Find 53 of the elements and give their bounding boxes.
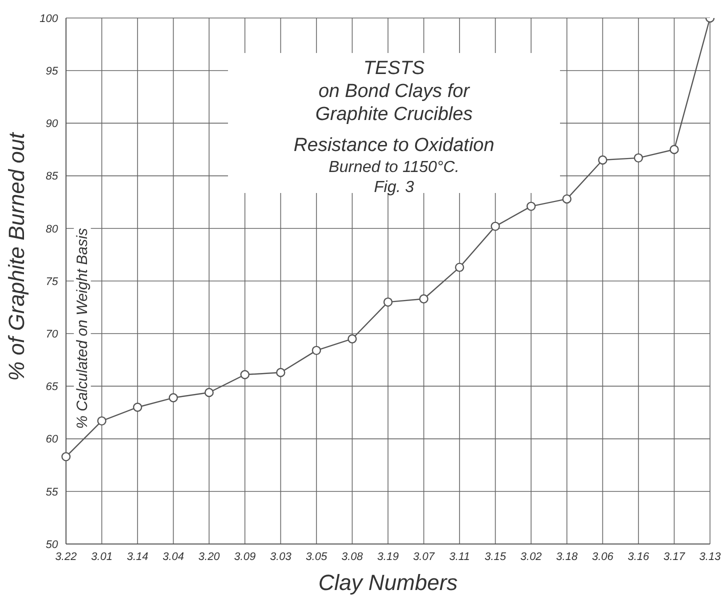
x-axis-title: Clay Numbers [318,570,458,595]
x-tick-label: 3.03 [270,550,292,563]
x-tick-label: 3.01 [91,550,112,563]
y-tick-label: 75 [46,276,59,288]
point [419,294,428,304]
x-tick-label: 3.18 [556,550,578,563]
y-tick-label: 100 [40,12,59,25]
x-tick-label: 3.17 [664,550,686,563]
x-tick-label: 3.20 [198,550,221,563]
point [383,297,393,307]
x-tick-label: 3.16 [628,550,650,563]
annotation: % Calculated on Weight Basis [74,228,91,428]
y-tick-label: 70 [46,328,59,341]
point [97,416,106,426]
y-tick-label: 55 [46,486,59,498]
point [204,388,214,398]
y-tick-label: 60 [46,434,59,446]
point [61,452,71,462]
x-tick-label: 3.05 [306,550,328,563]
point [490,222,500,231]
y-axis-title: % of Graphite Burned out [4,132,29,381]
x-tick-label: 3.06 [592,550,614,563]
x-tick-label: 3.14 [126,550,148,563]
y-tick-label: 50 [46,538,59,551]
x-tick-label: 3.02 [520,550,542,563]
x-tick-label: 3.08 [342,550,364,563]
y-tick-label: 65 [46,381,59,394]
x-tick-label: 3.22 [55,550,77,563]
point [598,155,608,165]
x-tick-label: 3.09 [234,550,256,563]
x-tick-label: 3.15 [484,550,507,563]
x-tick-label: 3.04 [162,550,184,563]
x-tick-label: 3.19 [377,550,399,563]
text: TESTS on Bond Clays for Graphite Crucibles [314,57,474,126]
point [276,368,286,378]
x-tick-label: 3.07 [413,550,436,563]
point [634,153,644,163]
point [240,370,250,380]
y-tick-label: 95 [46,66,59,78]
point [454,262,464,272]
x-tick-label: 3.13 [699,550,722,563]
y-tick-label: 90 [46,118,59,130]
point [562,194,572,204]
y-tick-label: 85 [46,170,59,183]
point [526,202,536,211]
y-tick-label: 80 [46,223,59,236]
point [670,144,679,154]
x-tick-label: 3.11 [449,550,470,563]
point [312,346,322,356]
text: Resistance to Oxidation Burned to 1150°C. Fig. 3 [292,134,496,198]
point [348,334,357,344]
point [132,402,142,412]
point [168,393,178,402]
